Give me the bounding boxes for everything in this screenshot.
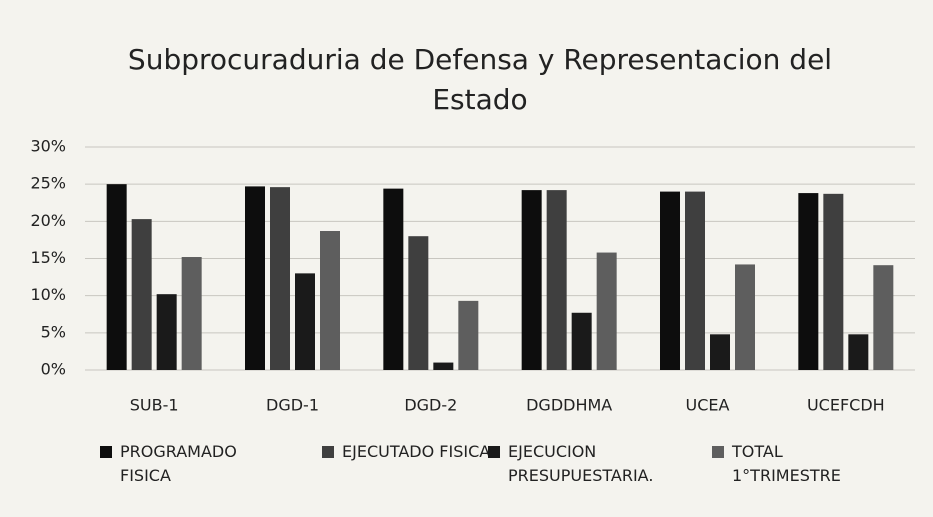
bar [131, 219, 152, 370]
bar [596, 252, 617, 370]
y-tick-label: 10% [30, 285, 66, 304]
bar [735, 264, 755, 370]
bar [270, 187, 290, 370]
chart-title: Subprocuraduria de Defensa y Representac… [127, 43, 833, 116]
x-tick-label: UCEA [686, 396, 730, 415]
bar [571, 312, 592, 370]
x-tick-label: SUB-1 [130, 396, 179, 415]
legend-label: TOTAL 1°TRIMESTRE [732, 442, 841, 485]
y-tick-label: 5% [41, 322, 66, 341]
legend-item: PROGRAMADO FISICA [100, 440, 270, 488]
legend-label: EJECUCION PRESUPUESTARIA. [508, 442, 654, 485]
bar [245, 186, 265, 370]
bar [798, 193, 819, 370]
x-tick-label: DGDDHMA [526, 396, 612, 415]
y-tick-label: 30% [30, 137, 66, 156]
x-tick-label: DGD-1 [266, 396, 319, 415]
legend-item: TOTAL 1°TRIMESTRE [712, 440, 882, 488]
x-tick-label: DGD-2 [404, 396, 457, 415]
bar [106, 184, 127, 370]
x-tick-label: UCEFCDH [807, 396, 885, 415]
bar [383, 188, 404, 370]
y-tick-label: 15% [30, 248, 66, 267]
bar [433, 362, 454, 370]
legend-item: EJECUTADO FISICA [322, 440, 492, 464]
bar [685, 191, 705, 370]
legend-label: EJECUTADO FISICA [342, 442, 491, 461]
bar [521, 190, 542, 370]
bar [408, 236, 429, 370]
y-tick-label: 25% [30, 174, 66, 193]
legend-item: EJECUCION PRESUPUESTARIA. [488, 440, 658, 488]
bar [873, 265, 894, 370]
legend-swatch [322, 446, 334, 458]
legend-swatch [712, 446, 724, 458]
y-tick-label: 20% [30, 211, 66, 230]
legend-label: PROGRAMADO FISICA [120, 442, 237, 485]
legend-swatch [488, 446, 500, 458]
bar [156, 294, 177, 370]
bar [660, 191, 680, 370]
bar [320, 230, 340, 370]
bar [848, 334, 869, 370]
bar [295, 273, 315, 370]
legend-swatch [100, 446, 112, 458]
bar [710, 334, 730, 370]
bar [823, 193, 844, 370]
bar [181, 257, 202, 370]
bar [458, 300, 479, 370]
y-tick-label: 0% [41, 360, 66, 379]
bar [546, 190, 567, 370]
